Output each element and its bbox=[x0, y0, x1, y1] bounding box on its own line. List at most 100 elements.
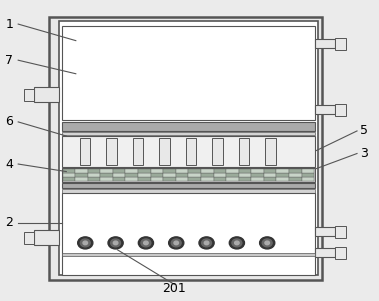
Bar bbox=[62, 183, 315, 188]
Bar bbox=[188, 169, 201, 173]
Bar bbox=[159, 138, 170, 165]
Circle shape bbox=[108, 237, 123, 249]
Bar bbox=[302, 169, 314, 173]
Bar bbox=[239, 173, 251, 177]
Bar bbox=[239, 169, 251, 173]
Bar bbox=[100, 169, 113, 173]
Bar bbox=[24, 89, 34, 101]
Circle shape bbox=[171, 239, 181, 247]
Bar bbox=[59, 21, 318, 275]
Bar bbox=[335, 104, 346, 116]
Circle shape bbox=[199, 237, 214, 249]
Text: 5: 5 bbox=[360, 124, 368, 138]
Bar bbox=[62, 122, 315, 131]
Bar bbox=[125, 173, 138, 177]
Bar bbox=[24, 232, 34, 244]
Bar bbox=[88, 177, 100, 181]
Bar bbox=[75, 173, 88, 177]
Text: 4: 4 bbox=[6, 157, 13, 171]
Bar bbox=[302, 173, 314, 177]
Bar bbox=[150, 169, 163, 173]
Bar bbox=[213, 173, 226, 177]
Circle shape bbox=[144, 241, 148, 245]
Bar bbox=[176, 169, 188, 173]
Bar bbox=[289, 169, 302, 173]
Bar bbox=[163, 177, 176, 181]
Bar bbox=[62, 189, 315, 193]
Bar bbox=[138, 173, 150, 177]
Bar bbox=[315, 105, 335, 114]
Circle shape bbox=[265, 241, 269, 245]
Text: 3: 3 bbox=[360, 147, 368, 160]
Bar bbox=[113, 169, 125, 173]
Bar bbox=[251, 177, 264, 181]
Bar bbox=[176, 173, 188, 177]
Bar bbox=[276, 177, 289, 181]
Text: 6: 6 bbox=[6, 115, 13, 129]
Bar bbox=[133, 138, 143, 165]
Bar bbox=[100, 173, 113, 177]
Circle shape bbox=[174, 241, 179, 245]
Bar bbox=[186, 138, 196, 165]
Bar bbox=[226, 169, 239, 173]
Bar bbox=[150, 173, 163, 177]
Bar bbox=[138, 177, 150, 181]
Bar bbox=[163, 169, 176, 173]
Bar bbox=[226, 173, 239, 177]
Circle shape bbox=[169, 237, 184, 249]
Circle shape bbox=[202, 239, 211, 247]
Bar bbox=[80, 138, 90, 165]
Circle shape bbox=[78, 237, 93, 249]
Bar bbox=[239, 177, 251, 181]
Circle shape bbox=[235, 241, 239, 245]
Bar bbox=[201, 177, 213, 181]
Bar bbox=[113, 173, 125, 177]
Circle shape bbox=[111, 239, 121, 247]
Bar bbox=[289, 173, 302, 177]
Bar bbox=[188, 173, 201, 177]
Bar bbox=[138, 169, 150, 173]
Bar bbox=[62, 26, 315, 120]
Bar bbox=[62, 132, 315, 135]
Bar bbox=[113, 177, 125, 181]
Bar bbox=[335, 247, 346, 259]
Text: 7: 7 bbox=[5, 54, 14, 67]
Circle shape bbox=[260, 237, 275, 249]
Bar bbox=[264, 177, 276, 181]
Bar bbox=[335, 38, 346, 50]
Bar bbox=[63, 169, 75, 173]
Bar bbox=[49, 17, 322, 280]
Bar bbox=[315, 39, 335, 48]
Circle shape bbox=[141, 239, 151, 247]
Circle shape bbox=[83, 241, 88, 245]
Bar bbox=[100, 177, 113, 181]
Bar bbox=[315, 248, 335, 257]
Bar bbox=[276, 173, 289, 177]
Bar bbox=[201, 173, 213, 177]
Bar bbox=[251, 169, 264, 173]
Bar bbox=[125, 169, 138, 173]
Circle shape bbox=[80, 239, 90, 247]
Bar bbox=[188, 177, 201, 181]
Bar bbox=[265, 138, 276, 165]
Bar bbox=[62, 193, 315, 202]
Bar bbox=[63, 177, 75, 181]
Bar bbox=[289, 177, 302, 181]
Bar bbox=[150, 177, 163, 181]
Bar bbox=[302, 177, 314, 181]
Circle shape bbox=[138, 237, 153, 249]
Bar bbox=[75, 169, 88, 173]
Bar bbox=[88, 173, 100, 177]
Bar bbox=[264, 169, 276, 173]
Bar bbox=[125, 177, 138, 181]
Bar bbox=[251, 173, 264, 177]
Bar bbox=[264, 173, 276, 177]
Circle shape bbox=[262, 239, 272, 247]
Bar bbox=[34, 87, 59, 102]
Bar bbox=[239, 138, 249, 165]
Bar bbox=[335, 226, 346, 238]
Text: 201: 201 bbox=[163, 282, 186, 296]
Bar bbox=[276, 169, 289, 173]
Text: 2: 2 bbox=[6, 216, 13, 229]
Bar bbox=[213, 169, 226, 173]
